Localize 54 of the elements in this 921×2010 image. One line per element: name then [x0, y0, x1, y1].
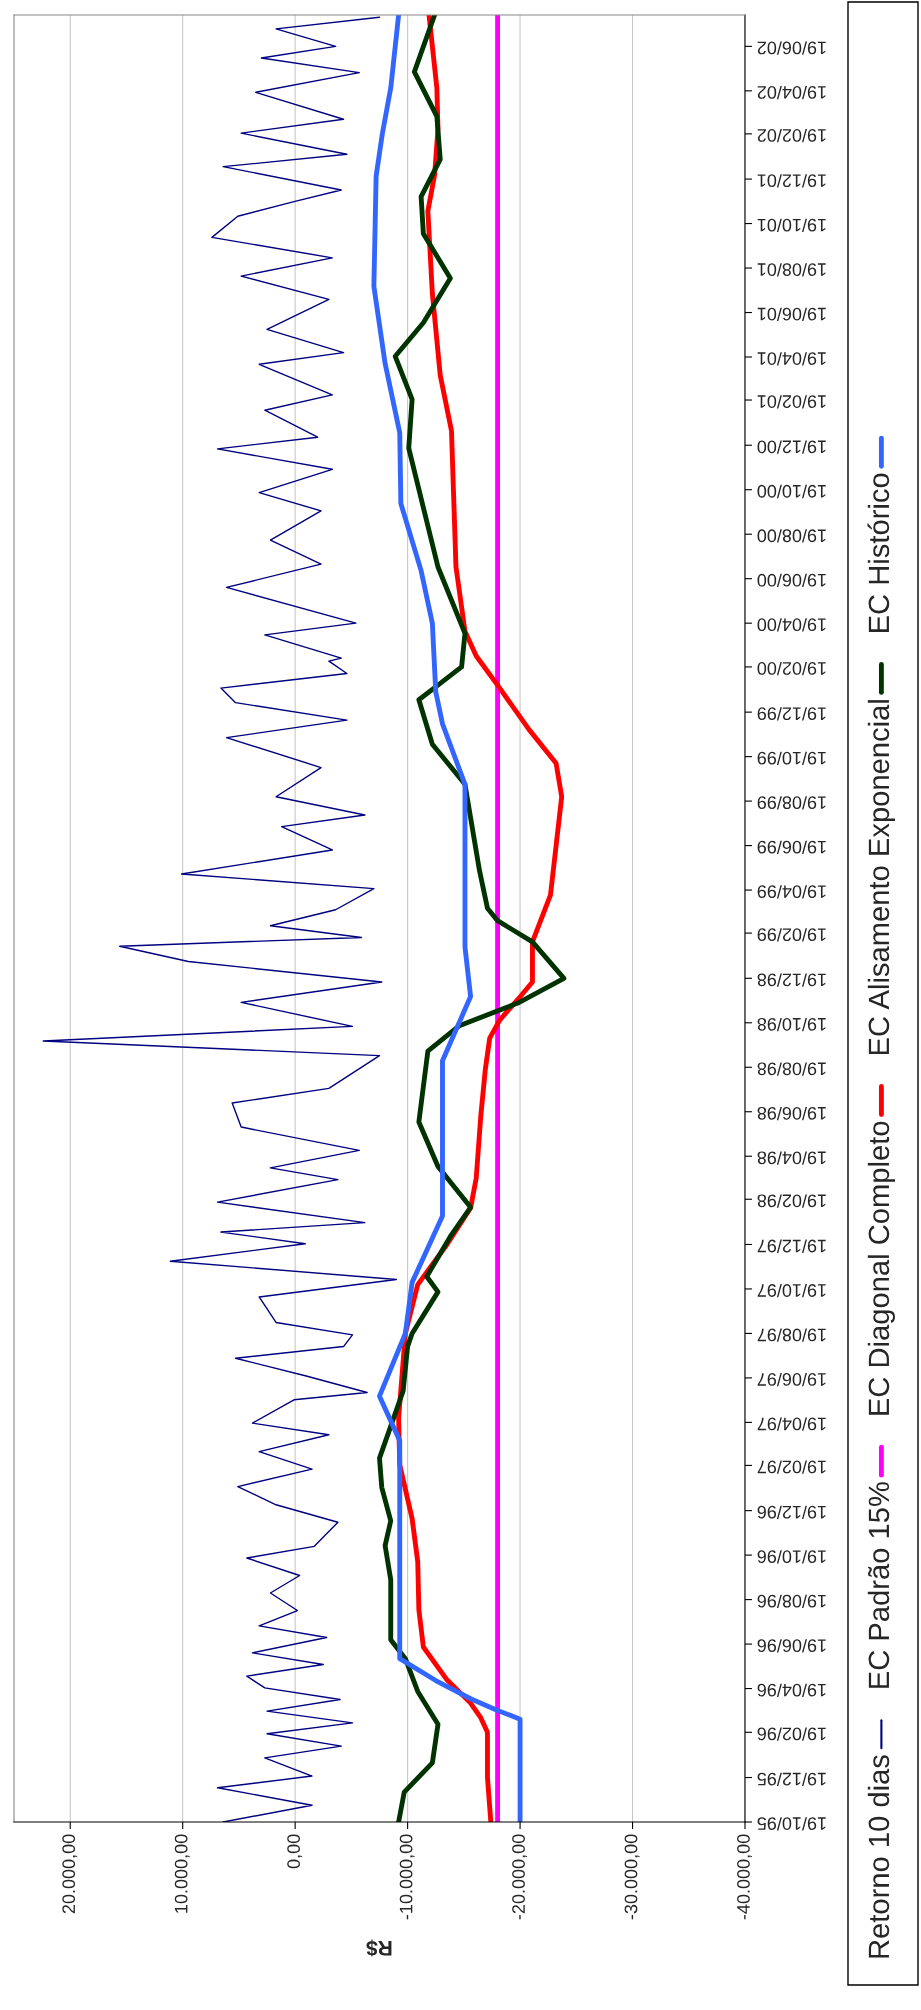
y-tick-label: 19/06/96 [757, 1639, 826, 1653]
y-tick-label: 19/12/98 [757, 973, 826, 987]
y-tick-label: 19/08/98 [757, 1062, 826, 1076]
y-tick-label: 19/04/98 [757, 1151, 826, 1165]
y-tick-label: 19/10/95 [757, 1817, 826, 1831]
y-tick-label: 19/02/00 [757, 662, 826, 676]
y-tick-label: 19/10/00 [757, 484, 826, 499]
y-tick-label: 19/02/01 [757, 395, 826, 409]
y-tick-label: 19/08/01 [757, 263, 826, 277]
y-tick-label: 19/08/00 [757, 529, 826, 543]
legend-label: EC Alisamento Exponencial [867, 700, 895, 1055]
y-tick-label: 19/02/97 [757, 1460, 826, 1474]
y-tick-label: 19/12/99 [757, 707, 826, 721]
y-tick-label: 19/04/02 [757, 85, 826, 100]
y-tick-label: 19/02/98 [757, 1194, 826, 1208]
x-tick-label: -40.000,00 [737, 1834, 752, 1920]
y-tick-label: 19/02/02 [757, 129, 826, 143]
y-tick-label: 19/08/97 [757, 1328, 826, 1342]
y-tick-label: 19/10/97 [757, 1284, 826, 1298]
y-tick-label: 19/02/99 [757, 928, 826, 942]
y-tick-label: 19/10/01 [757, 218, 826, 232]
x-tick-label: -20.000,00 [512, 1834, 528, 1920]
x-axis-title: R$ [366, 1939, 392, 1957]
y-tick-label: 19/08/99 [757, 796, 826, 810]
y-tick-label: 19/06/97 [757, 1373, 826, 1387]
y-tick-label: 19/06/00 [757, 573, 826, 588]
y-tick-label: 19/04/96 [757, 1683, 826, 1697]
y-tick-label: 19/06/99 [757, 840, 826, 854]
y-tick-label: 19/08/96 [757, 1594, 826, 1608]
legend-label: EC Padrão 15% [867, 1482, 890, 1688]
y-tick-label: 19/04/00 [757, 618, 826, 632]
x-tick-label: 10.000,00 [174, 1834, 190, 1913]
x-tick-label: 0,00 [287, 1834, 303, 1869]
y-tick-label: 19/06/02 [757, 41, 826, 55]
y-tick-label: 19/12/00 [757, 440, 826, 454]
y-tick-label: 19/04/99 [757, 885, 826, 899]
y-tick-label: 19/06/01 [757, 307, 826, 321]
y-tick-label: 19/12/95 [757, 1772, 826, 1786]
legend-label: Retorno 10 dias [867, 1755, 890, 1958]
legend-label: EC Diagonal Completo [867, 1121, 895, 1415]
y-tick-label: 19/02/96 [757, 1727, 826, 1741]
y-tick-label: 19/10/98 [757, 1017, 826, 1032]
y-tick-label: 19/12/01 [757, 174, 826, 188]
y-tick-label: 19/06/98 [757, 1106, 826, 1121]
y-tick-label: 19/10/99 [757, 751, 826, 766]
legend-label: EC Histórico [867, 473, 890, 632]
y-tick-label: 19/12/97 [757, 1239, 826, 1253]
y-tick-label: 19/04/01 [757, 352, 826, 366]
y-tick-label: 19/12/96 [757, 1505, 826, 1520]
y-tick-label: 19/04/97 [757, 1417, 826, 1431]
x-tick-label: 20.000,00 [62, 1834, 78, 1914]
y-tick-label: 19/10/96 [757, 1550, 826, 1564]
x-tick-label: -30.000,00 [624, 1834, 640, 1920]
x-tick-label: -10.000,00 [399, 1834, 415, 1920]
